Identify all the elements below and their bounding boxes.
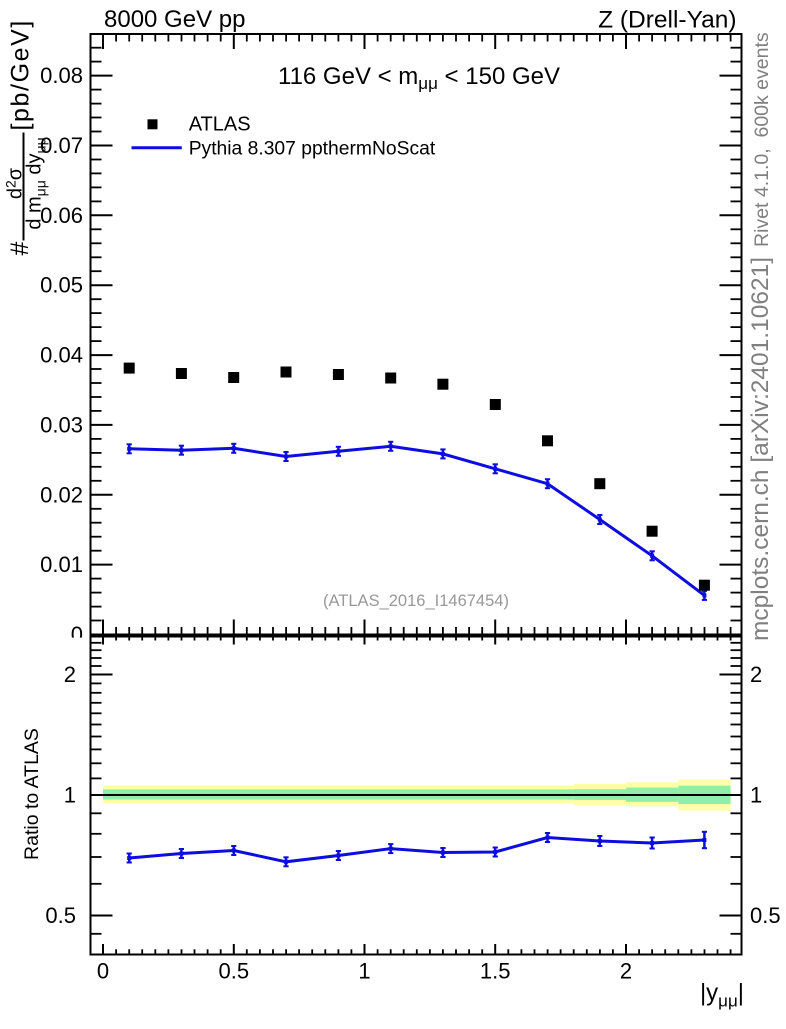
svg-text:116 GeV < mμμ < 150 GeV: 116 GeV < mμμ < 150 GeV	[278, 63, 560, 93]
svg-text:0.03: 0.03	[40, 412, 83, 437]
svg-text:1: 1	[750, 783, 762, 808]
svg-text:8000 GeV pp: 8000 GeV pp	[104, 6, 245, 33]
svg-text:1.5: 1.5	[480, 959, 511, 984]
svg-text:0: 0	[97, 959, 109, 984]
svg-text:2: 2	[64, 662, 76, 687]
svg-text:0.5: 0.5	[750, 903, 781, 928]
svg-text:#: #	[6, 242, 34, 256]
svg-text:2: 2	[750, 662, 762, 687]
svg-text:ATLAS: ATLAS	[189, 114, 251, 136]
svg-text:2: 2	[620, 959, 632, 984]
svg-text:Rivet 4.1.0, 600k events: Rivet 4.1.0, 600k events	[751, 32, 773, 247]
svg-text:0.06: 0.06	[40, 203, 83, 228]
svg-text:(ATLAS_2016_I1467454): (ATLAS_2016_I1467454)	[323, 592, 509, 610]
svg-text:0.5: 0.5	[219, 959, 250, 984]
svg-text:0.01: 0.01	[40, 552, 83, 577]
svg-text:1: 1	[64, 783, 76, 808]
svg-text:0.07: 0.07	[40, 133, 83, 158]
svg-text:mcplots.cern.ch [arXiv:2401.10: mcplots.cern.ch [arXiv:2401.10621]	[747, 257, 774, 641]
svg-text:0.08: 0.08	[40, 63, 83, 88]
svg-text:[pb/GeV]: [pb/GeV]	[7, 19, 35, 130]
svg-text:0.02: 0.02	[40, 482, 83, 507]
svg-text:Pythia 8.307 ppthermNoScat: Pythia 8.307 ppthermNoScat	[189, 139, 436, 160]
svg-text:1: 1	[358, 959, 370, 984]
svg-text:0.5: 0.5	[45, 903, 76, 928]
svg-text:Z (Drell-Yan): Z (Drell-Yan)	[598, 7, 736, 34]
svg-text:Ratio to ATLAS: Ratio to ATLAS	[21, 728, 43, 860]
svg-text:0.04: 0.04	[40, 343, 83, 368]
svg-text:0.05: 0.05	[40, 273, 83, 298]
